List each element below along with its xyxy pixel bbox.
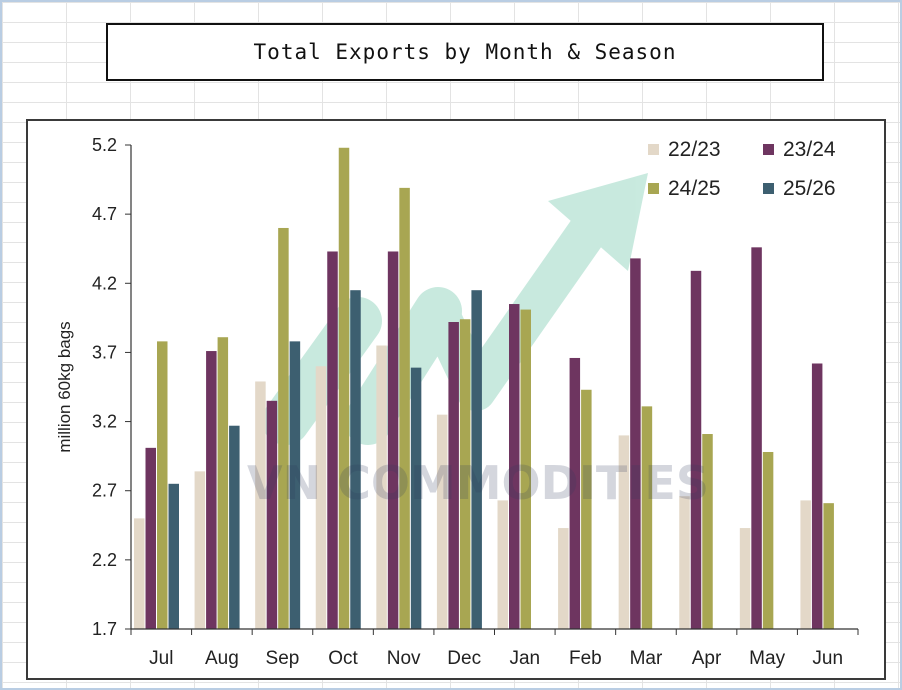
bar [679, 496, 690, 629]
x-tick-label: Nov [387, 648, 421, 669]
bar [217, 337, 229, 629]
bar [811, 363, 823, 629]
bar [762, 451, 774, 629]
bar [134, 518, 145, 629]
chart-title-box: Total Exports by Month & Season [106, 23, 824, 81]
bar [702, 434, 713, 629]
bar [350, 290, 361, 629]
bar [558, 528, 569, 629]
x-tick-label: Aug [205, 648, 239, 669]
bar [459, 319, 471, 629]
y-tick-label: 2.7 [92, 481, 117, 501]
bar [410, 367, 422, 629]
bar [255, 381, 266, 629]
bar [630, 258, 641, 629]
y-tick-label: 5.2 [92, 135, 117, 155]
chart-frame: 5.2 4.7 4.2 3.7 3.2 2.7 2.2 1.7 million 60kg bag… [26, 119, 886, 680]
x-tick-label: Sep [266, 648, 300, 669]
y-tick-label: 3.7 [92, 342, 117, 362]
bar [206, 351, 217, 629]
bar [641, 406, 653, 629]
bar [327, 251, 338, 630]
y-tick-label: 1.7 [92, 619, 117, 639]
bar [387, 251, 399, 630]
y-axis-label: million 60kg bags [55, 321, 74, 452]
legend-label: 23/24 [783, 138, 836, 161]
bar [399, 187, 410, 629]
bar [739, 528, 751, 629]
legend-swatch [763, 183, 774, 194]
bar [168, 483, 179, 629]
bar [145, 447, 156, 629]
bar [581, 389, 592, 629]
bar [278, 227, 289, 629]
y-tick-label: 4.2 [92, 273, 117, 293]
bar [266, 400, 278, 629]
watermark-arrowhead [548, 173, 648, 271]
bar [376, 345, 387, 629]
bar [448, 322, 459, 629]
bar [618, 435, 630, 629]
x-tick-label: Jun [812, 648, 843, 669]
x-tick-label: Feb [569, 648, 602, 669]
bar [289, 341, 301, 629]
bar [471, 290, 482, 629]
bar [436, 414, 448, 629]
legend-label: 22/23 [668, 138, 721, 161]
bar [497, 500, 508, 629]
legend-label: 24/25 [668, 177, 721, 200]
bar [157, 341, 168, 629]
y-tick-label: 2.2 [92, 550, 117, 570]
x-tick-label: Dec [447, 648, 481, 669]
bar [520, 309, 531, 629]
x-tick-label: Mar [630, 648, 663, 669]
legend-swatch [648, 144, 659, 155]
watermark-text: VN COMMODITIES [247, 456, 709, 510]
chart-title: Total Exports by Month & Season [253, 40, 677, 64]
bar-chart: 5.2 4.7 4.2 3.7 3.2 2.7 2.2 1.7 million 60kg bag… [55, 135, 859, 669]
bar [800, 500, 811, 629]
bar [229, 425, 240, 629]
legend-label: 25/26 [783, 177, 836, 200]
bar [823, 503, 834, 629]
bar [338, 147, 350, 629]
bar [569, 357, 581, 629]
y-tick-label: 3.2 [92, 412, 117, 432]
bar [509, 304, 520, 629]
legend-swatch [648, 183, 659, 194]
bar [690, 270, 702, 629]
x-tick-label: Jul [149, 648, 173, 669]
bar [751, 247, 762, 629]
x-tick-label: Oct [328, 648, 358, 669]
bar [194, 471, 206, 629]
x-tick-label: Apr [692, 648, 722, 669]
bar [315, 366, 327, 629]
y-tick-label: 4.7 [92, 204, 117, 224]
x-tick-label: Jan [509, 648, 540, 669]
legend-swatch [763, 144, 774, 155]
x-tick-label: May [749, 648, 785, 669]
